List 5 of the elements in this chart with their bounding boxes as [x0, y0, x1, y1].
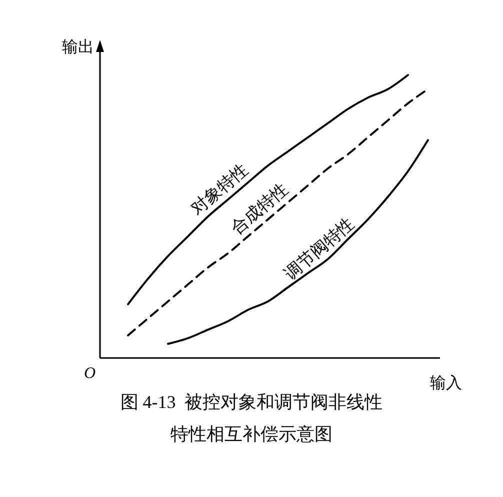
- text: O: [84, 365, 96, 382]
- y-axis-title: 输出: [62, 38, 94, 56]
- text: 图 4-13 被控对象和调节阀非线性特性相互补偿示意图: [120, 392, 383, 444]
- text: 调节阀特性: [280, 214, 358, 284]
- x-axis-title: 输入: [430, 374, 462, 392]
